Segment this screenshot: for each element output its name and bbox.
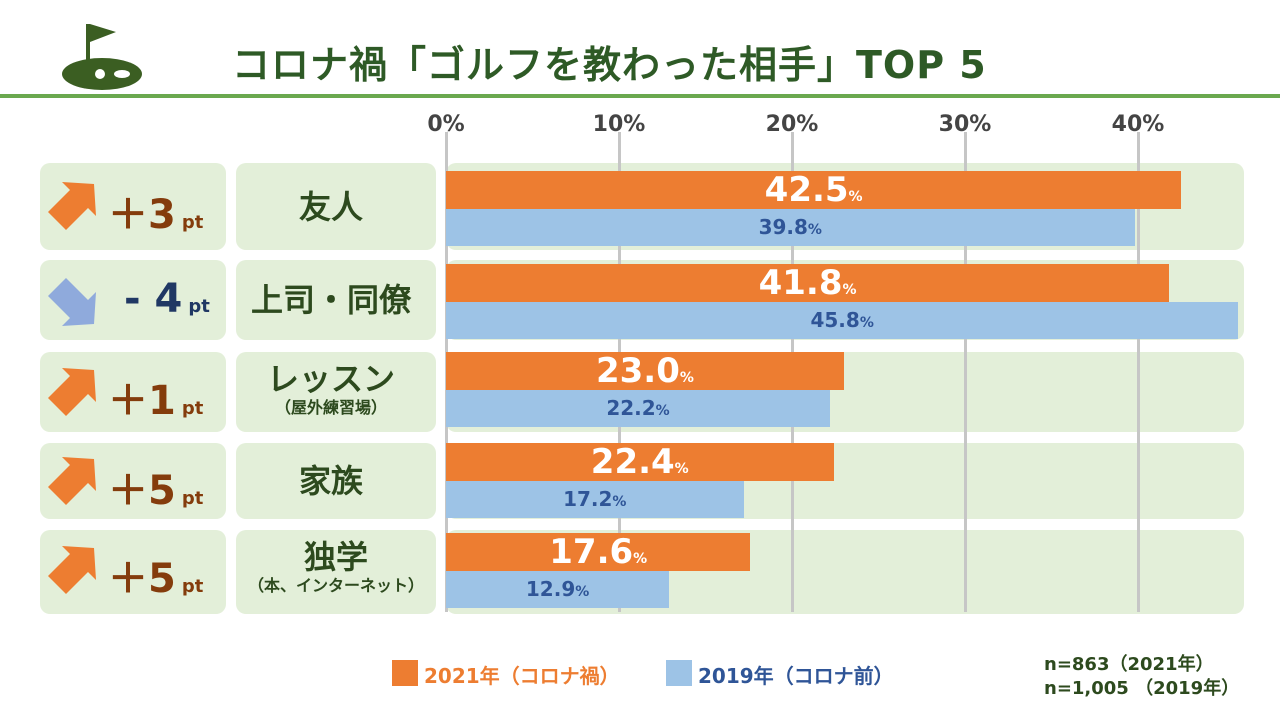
change-value: ＋1 [108,378,176,424]
arrow-up-icon [48,182,96,230]
bar-2021 [446,533,751,571]
bar-label-2021: 23.0% [595,351,694,391]
category-label: 独学 （本、インターネット） [232,538,440,596]
bar-2019 [446,209,1135,246]
category-label: 友人 [298,188,363,226]
gridline [1137,132,1140,612]
bar-2021 [446,264,1170,302]
category-label: レッスン （屋外練習場） [236,360,426,418]
bar-label-2021: 17.6% [549,532,648,572]
bar-2019 [446,302,1239,339]
change-unit: pt [181,398,204,419]
change-indicator: ＋5 pt [108,458,203,516]
bar-label-2021: 42.5% [764,170,863,210]
arrow-up-icon [48,457,96,505]
gridline [964,132,967,612]
change-indicator: ＋3 pt [108,182,203,240]
change-value: ＋5 [108,468,176,514]
golf-flag-icon [62,24,142,90]
change-unit: pt [181,488,204,509]
change-unit: pt [188,296,210,317]
category-sublabel: （本、インターネット） [247,576,424,595]
arrow-up-icon [48,368,96,416]
bar-label-2019: 12.9% [525,577,590,601]
bar-2021 [446,171,1182,209]
legend-label-2021: 2021年（コロナ禍） [424,664,620,688]
legend-swatch-2019 [666,660,692,686]
change-indicator: - 4 pt [124,276,210,322]
change-unit: pt [181,576,204,597]
category-label: 上司・同僚 [250,281,411,319]
arrow-down-icon [48,278,96,326]
sample-size-note: n=1,005 （2019年） [1044,678,1240,699]
bar-2019 [446,571,670,608]
row-panel-category [236,163,436,250]
change-value: ＋5 [108,556,176,602]
bar-label-2019: 39.8% [758,215,822,239]
change-indicator: ＋5 pt [108,546,203,604]
bar-label-2021: 41.8% [758,263,857,303]
bar-label-2019: 22.2% [606,396,670,420]
sample-size-note: n=863（2021年） [1044,654,1214,675]
legend-label-2019: 2019年（コロナ前） [698,664,894,688]
page-title: コロナ禍「ゴルフを教わった相手」TOP 5 [232,43,987,87]
change-unit: pt [181,212,204,233]
arrow-up-icon [48,546,96,594]
row-panel-category [236,352,436,432]
row-panel-category [236,530,436,614]
bar-2021 [446,443,834,481]
change-value: - 4 [124,276,183,322]
change-indicator: ＋1 pt [108,368,203,426]
bar-label-2019: 45.8% [810,308,874,332]
bar-label-2019: 17.2% [563,487,627,511]
category-label: 家族 [298,462,363,500]
category-sublabel: （屋外練習場） [274,398,387,417]
title-divider [0,94,1280,98]
bar-2021 [446,352,844,390]
row-panel-category [236,260,436,340]
row-panel-category [236,443,436,519]
legend-swatch-2021 [392,660,418,686]
bar-2019 [446,481,744,518]
bar-label-2021: 22.4% [590,442,689,482]
bar-2019 [446,390,831,427]
change-value: ＋3 [108,192,176,238]
